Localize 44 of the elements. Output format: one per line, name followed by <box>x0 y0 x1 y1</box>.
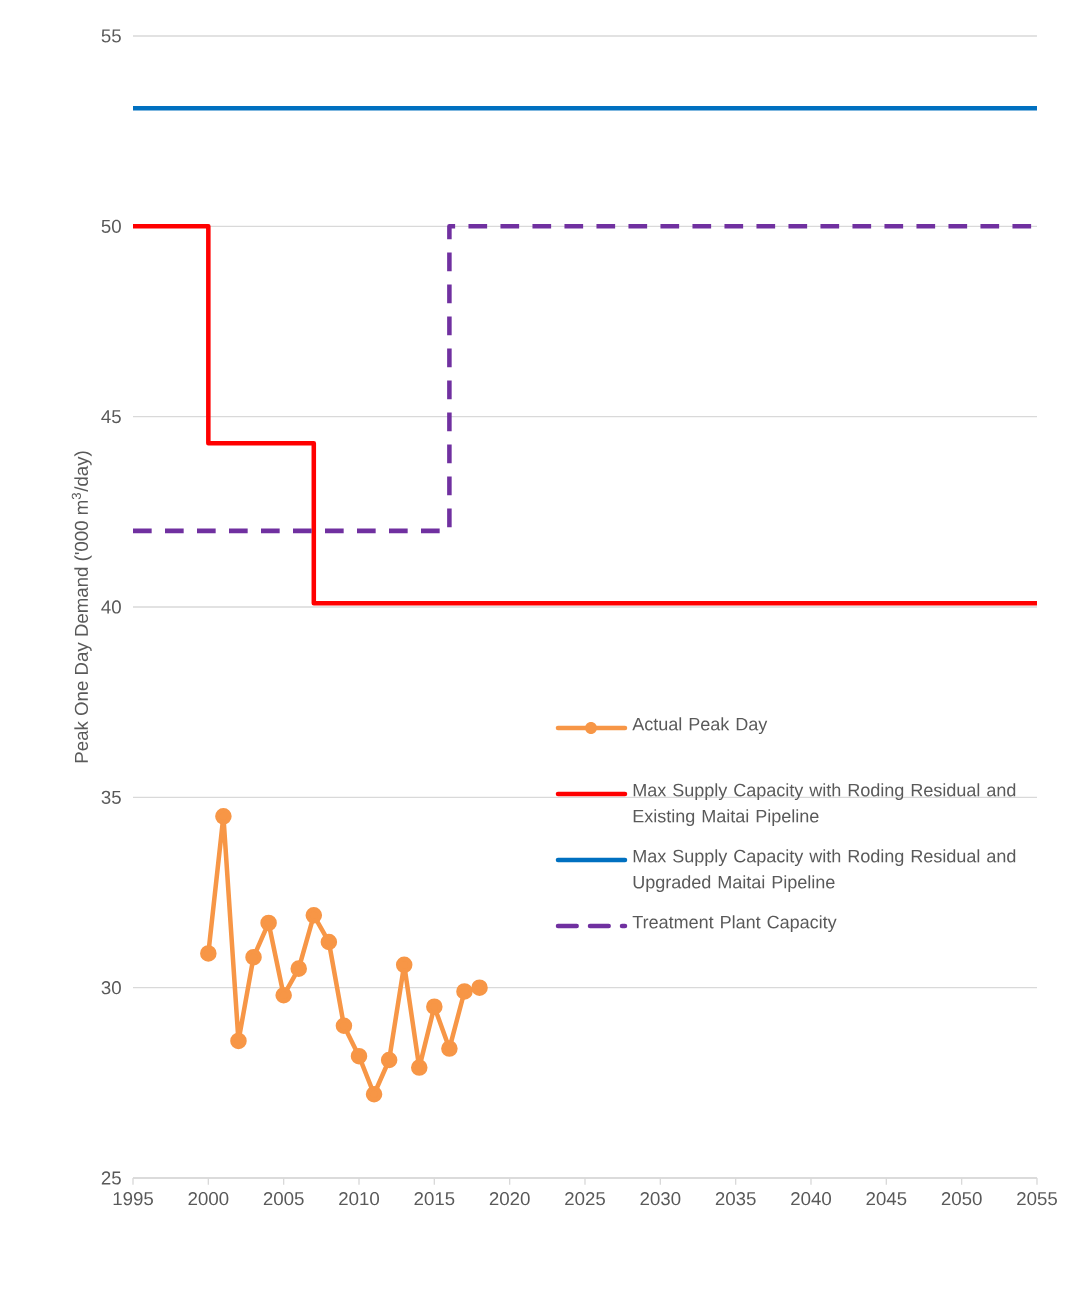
point <box>426 998 443 1015</box>
y-tick-label: 50 <box>101 219 121 233</box>
point <box>350 1047 368 1065</box>
point <box>320 933 338 951</box>
x-tick-label: 1995 <box>113 1192 153 1206</box>
x-tick-label: 2050 <box>941 1192 982 1206</box>
point <box>260 914 277 932</box>
x-tick-label: 2015 <box>414 1192 455 1206</box>
y-tick-label: 40 <box>101 600 121 614</box>
point <box>395 956 413 974</box>
y-tick-label: 35 <box>101 790 121 804</box>
point <box>275 987 292 1004</box>
y-tick-label: 25 <box>101 1171 121 1185</box>
y-axis-title: Peak One Day Demand ('000 m$^{3}$/day) <box>71 451 92 763</box>
point <box>290 960 307 977</box>
point <box>215 808 232 825</box>
x-tick-label: 2055 <box>1017 1192 1057 1206</box>
point <box>305 907 323 924</box>
x-tick-label: 2035 <box>715 1192 756 1206</box>
x-tick-label: 2020 <box>489 1192 530 1206</box>
y-tick-label: 55 <box>101 29 121 43</box>
point <box>441 1040 458 1057</box>
point <box>335 1017 353 1034</box>
legend-label: Max Supply Capacity with Roding Residual and Upgraded Maitai Pipeline <box>633 849 1016 893</box>
y-tick-label: 45 <box>101 410 121 424</box>
point <box>230 1032 247 1050</box>
x-tick-label: 2040 <box>791 1192 832 1206</box>
legend-label: Actual Peak Day <box>632 717 768 735</box>
point <box>200 945 217 962</box>
point <box>410 1059 428 1076</box>
point <box>380 1051 398 1069</box>
point <box>456 983 473 1000</box>
x-tick-label: 2005 <box>263 1192 304 1206</box>
x-tick-label: 2030 <box>640 1192 681 1206</box>
point <box>245 948 262 966</box>
point <box>471 979 488 996</box>
x-tick-label: 2045 <box>866 1192 907 1206</box>
y-tick-label: 30 <box>101 981 121 995</box>
x-tick-label: 2025 <box>565 1192 605 1206</box>
legend-label: Max Supply Capacity with Roding Residual and Existing Maitai Pipeline <box>633 783 1016 827</box>
x-tick-label: 2000 <box>188 1192 229 1206</box>
point <box>365 1085 383 1103</box>
x-tick-label: 2010 <box>339 1192 380 1206</box>
legend-label: Treatment Plant Capacity <box>632 915 837 933</box>
